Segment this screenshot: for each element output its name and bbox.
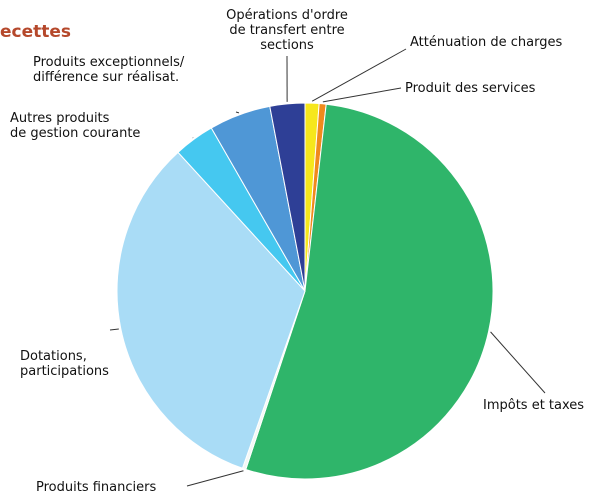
leader-line <box>490 331 546 394</box>
slice-label: Produit des services <box>405 81 536 96</box>
slice-label: Impôts et taxes <box>483 398 584 413</box>
leader-line <box>235 111 240 114</box>
pie-slice <box>116 151 306 469</box>
pie-slice <box>245 103 494 480</box>
leader-line <box>311 48 407 102</box>
slice-label: Dotations, participations <box>20 349 109 379</box>
leader-line <box>322 87 402 103</box>
slice-label: Atténuation de charges <box>410 35 562 50</box>
chart-title: ecettes <box>0 22 71 42</box>
slice-label: Opérations d'ordre de transfert entre sect… <box>226 8 348 53</box>
slice-label: Produits financiers <box>36 480 156 495</box>
leader-line <box>186 470 244 487</box>
pie-slice <box>269 102 306 292</box>
leader-line <box>109 328 119 331</box>
slice-label: Autres produits de gestion courante <box>10 111 140 141</box>
slice-label: Produits exceptionnels/différence sur ré… <box>33 55 185 85</box>
